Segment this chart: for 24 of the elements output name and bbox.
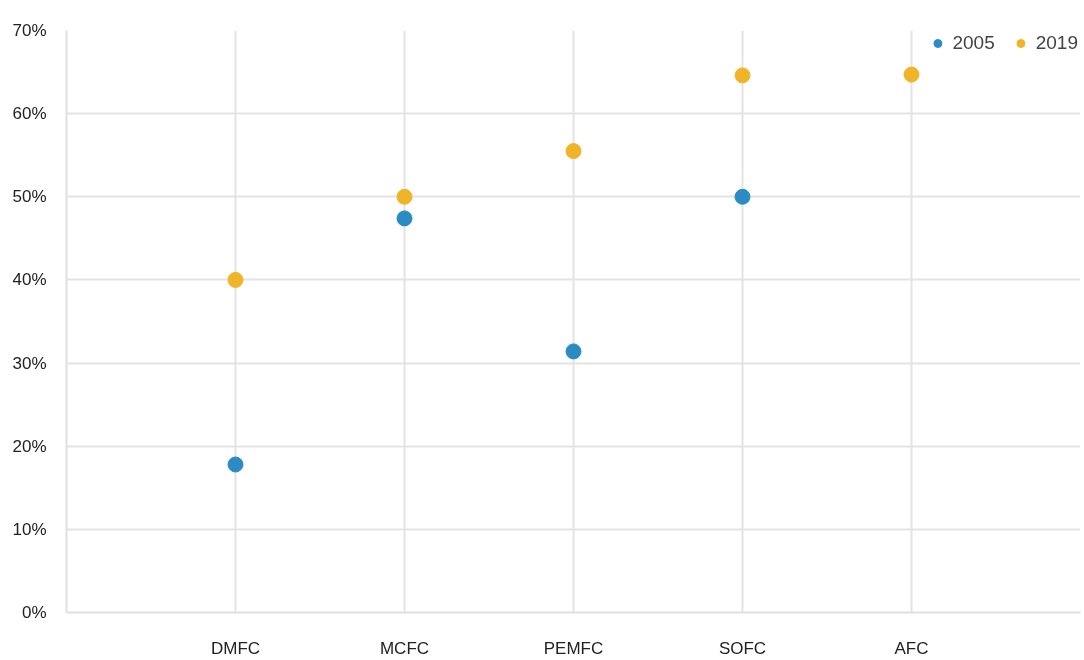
point: [565, 143, 582, 160]
point: [565, 343, 582, 360]
y-tick-label: 10%: [12, 519, 47, 539]
y-tick-label: 40%: [12, 270, 47, 290]
point: [227, 456, 244, 473]
point: [903, 66, 920, 83]
y-tick-label: 20%: [12, 436, 47, 456]
point: [396, 188, 413, 205]
point: [396, 210, 413, 227]
legend-label: 2005: [952, 32, 995, 54]
y-tick-label: 70%: [12, 21, 47, 40]
y-tick-label: 60%: [12, 104, 47, 124]
y-tick-label: 30%: [12, 353, 47, 373]
y-tick-label: 50%: [12, 187, 47, 207]
x-tick-label: DMFC: [210, 638, 261, 658]
point: [227, 271, 244, 288]
legend-label: 2019: [1035, 32, 1078, 54]
x-tick-label: PEMFC: [543, 638, 604, 658]
y-tick-label: 0%: [21, 603, 47, 622]
x-tick-label: MCFC: [379, 638, 430, 658]
x-tick-label: AFC: [894, 638, 929, 658]
point: [734, 188, 751, 205]
x-tick-label: SOFC: [718, 638, 767, 658]
point: [734, 67, 751, 84]
